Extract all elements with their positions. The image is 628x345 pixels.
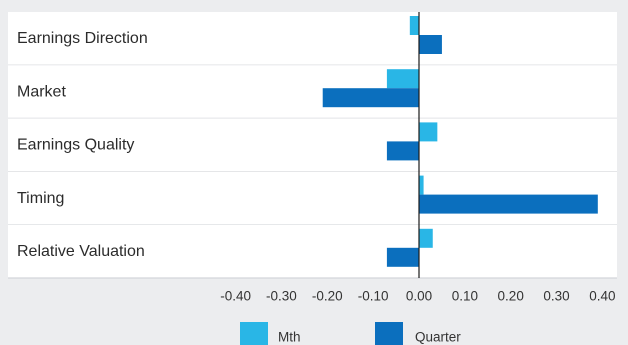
legend-swatch-quarter	[375, 322, 403, 345]
x-axis-tick-labels: -0.40 -0.30 -0.20 -0.10 0.00 0.10 0.20 0.30 0.40	[220, 289, 615, 304]
legend-label-mth: Mth	[278, 330, 301, 345]
bar-mth-5	[419, 228, 433, 248]
bar-quarter-2	[322, 88, 419, 108]
x-tick-label: 0.20	[498, 289, 524, 304]
category-label: Earnings Quality	[17, 137, 134, 154]
bars	[322, 16, 598, 267]
category-label: Earnings Direction	[17, 30, 148, 47]
bar-mth-2	[386, 69, 419, 89]
legend-label-quarter: Quarter	[415, 330, 461, 345]
category-label: Market	[17, 83, 66, 100]
category-row-background	[8, 224, 617, 278]
bar-mth-3	[419, 122, 438, 142]
x-tick-label: -0.40	[220, 289, 251, 304]
x-tick-label: -0.10	[358, 289, 389, 304]
x-tick-label: -0.20	[312, 289, 343, 304]
bar-quarter-5	[386, 247, 419, 267]
category-row-background	[8, 118, 617, 172]
category-row-background	[8, 65, 617, 119]
category-row-background	[8, 12, 617, 66]
legend: Mth Quarter	[240, 322, 461, 345]
bar-mth-4	[419, 175, 424, 195]
category-label: Timing	[17, 190, 64, 207]
x-tick-label: -0.30	[266, 289, 297, 304]
x-tick-label: 0.40	[589, 289, 615, 304]
bar-mth-1	[409, 16, 419, 35]
x-tick-label: 0.30	[543, 289, 569, 304]
x-tick-label: 0.10	[452, 289, 478, 304]
legend-swatch-mth	[240, 322, 268, 345]
bar-quarter-3	[386, 141, 419, 161]
bar-quarter-1	[419, 35, 442, 54]
category-rows: Earnings Direction Market Earnings Quality…	[8, 12, 617, 279]
bar-quarter-4	[419, 194, 598, 214]
category-label: Relative Valuation	[17, 243, 145, 260]
x-tick-label: 0.00	[406, 289, 432, 304]
